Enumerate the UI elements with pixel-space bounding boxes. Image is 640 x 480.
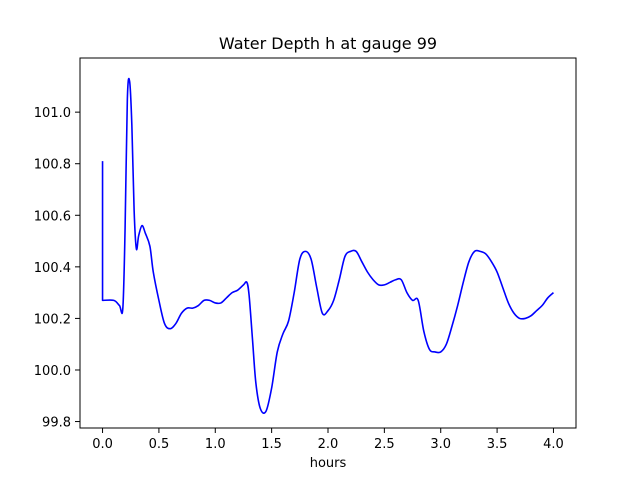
x-tick-label: 3.5 [487, 437, 508, 452]
chart-title: Water Depth h at gauge 99 [219, 34, 437, 53]
y-tick-label: 101.0 [34, 106, 71, 121]
series-line [101, 77, 554, 414]
y-tick-label: 100.4 [34, 261, 71, 276]
x-tick-label: 4.0 [543, 437, 564, 452]
x-tick-label: 3.0 [430, 437, 451, 452]
y-tick-label: 100.2 [34, 312, 71, 327]
x-tick-label: 1.5 [261, 437, 282, 452]
y-tick-label: 100.0 [34, 364, 71, 379]
x-axis-label: hours [310, 456, 347, 471]
x-tick-label: 1.0 [205, 437, 226, 452]
y-tick-label: 100.6 [34, 209, 71, 224]
x-tick-label: 0.5 [149, 437, 170, 452]
y-tick-label: 99.8 [42, 416, 71, 431]
axis-ticks: 0.0 0.5 1.0 1.5 2.0 2.5 3.0 3.5 4.0 99.8 100.0 100.… [34, 106, 564, 452]
x-tick-label: 2.5 [374, 437, 395, 452]
x-tick-label: 2.0 [318, 437, 339, 452]
y-tick-label: 100.8 [34, 158, 71, 173]
x-tick-label: 0.0 [92, 437, 113, 452]
plot-frame [79, 57, 577, 429]
